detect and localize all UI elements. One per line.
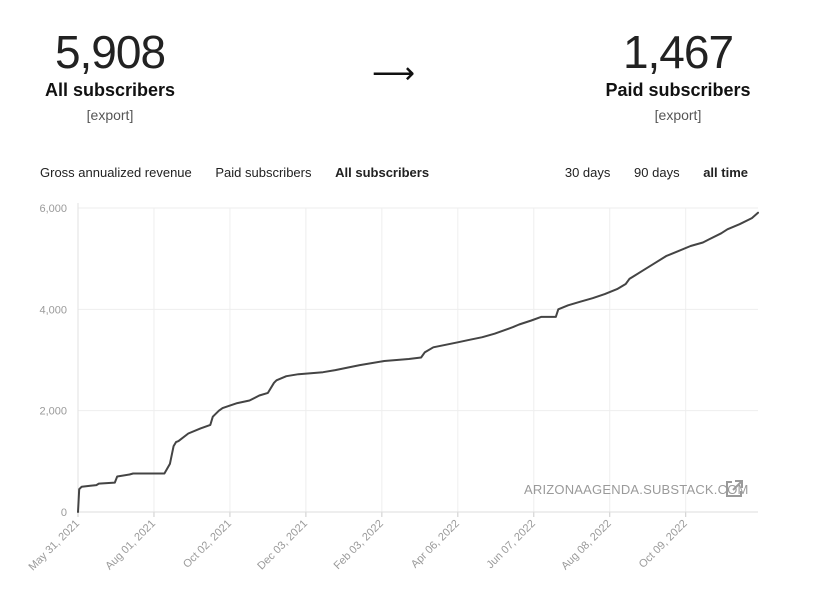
tab-all-subscribers[interactable]: All subscribers xyxy=(335,165,430,180)
x-tick-label: Apr 06, 2022 xyxy=(409,518,462,571)
x-tick-label: Oct 02, 2021 xyxy=(181,518,234,571)
tab-paid-subscribers[interactable]: Paid subscribers xyxy=(215,165,312,180)
metric-tabs: Gross annualized revenue Paid subscriber… xyxy=(40,165,449,180)
tab-90-days[interactable]: 90 days xyxy=(634,165,680,180)
all-subscribers-stat: 5,908 All subscribers [export] xyxy=(30,26,190,123)
all-subscribers-label: All subscribers xyxy=(44,80,176,100)
site-watermark[interactable]: ARIZONAAGENDA.SUBSTACK.COM xyxy=(524,482,749,497)
range-tabs: 30 days 90 days all time xyxy=(545,165,748,180)
y-tick-label: 6,000 xyxy=(39,203,67,215)
x-tick-label: Aug 08, 2022 xyxy=(559,518,614,573)
tab-all-time[interactable]: all time xyxy=(703,165,748,180)
subscribers-line-chart: 0 2,000 4,000 6,000 May 31, 2021 Aug 01, 2021… xyxy=(27,203,759,574)
tab-gross-annualized-revenue[interactable]: Gross annualized revenue xyxy=(40,165,192,180)
y-tick-label: 2,000 xyxy=(39,406,67,418)
x-tick-label: May 31, 2021 xyxy=(27,518,83,574)
paid-subscribers-count: 1,467 xyxy=(622,26,734,78)
export-paid-subscribers-link[interactable]: [export] xyxy=(654,107,702,123)
export-all-subscribers-link[interactable]: [export] xyxy=(86,107,134,123)
paid-subscribers-label: Paid subscribers xyxy=(605,80,751,100)
x-tick-label: Jun 07, 2022 xyxy=(484,518,537,571)
x-tick-label: Oct 09, 2022 xyxy=(637,518,690,571)
y-tick-label: 0 xyxy=(61,507,67,519)
paid-subscribers-stat: 1,467 Paid subscribers [export] xyxy=(598,26,758,123)
y-tick-label: 4,000 xyxy=(39,304,67,316)
series-line xyxy=(77,211,759,513)
external-link-icon[interactable] xyxy=(724,479,744,499)
arrow-right-icon: ⟶ xyxy=(372,57,416,90)
all-subscribers-count: 5,908 xyxy=(54,26,166,78)
x-tick-label: Dec 03, 2021 xyxy=(255,518,310,573)
tab-30-days[interactable]: 30 days xyxy=(564,165,611,180)
x-tick-label: Aug 01, 2021 xyxy=(103,518,158,573)
x-tick-label: Feb 03, 2022 xyxy=(332,518,386,572)
